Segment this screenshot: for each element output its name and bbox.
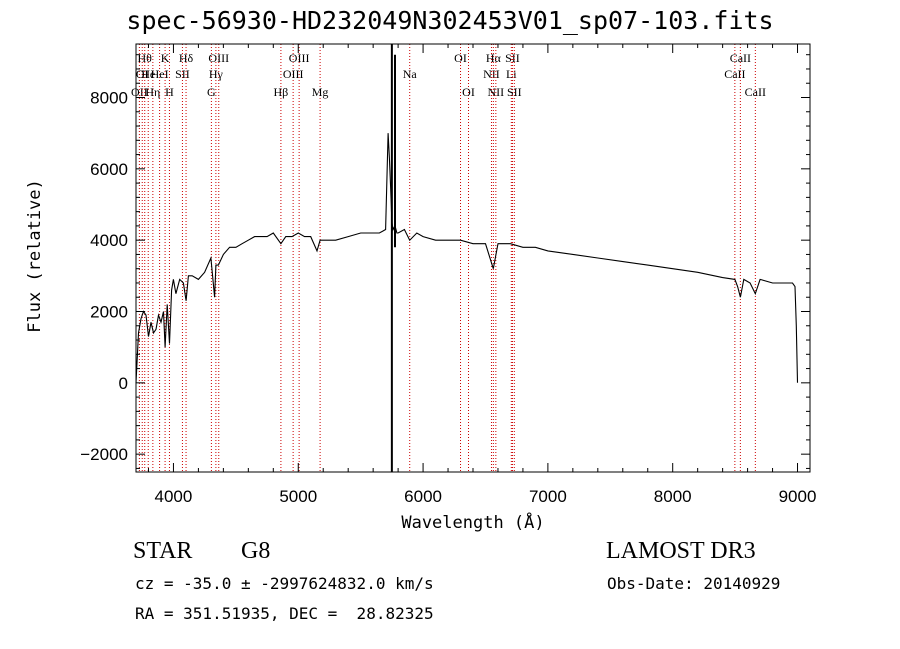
marker-label: SII xyxy=(175,67,190,81)
marker-label: Li xyxy=(506,67,517,81)
marker-label: Hη xyxy=(145,85,160,99)
marker-label: HeI xyxy=(151,67,169,81)
marker-label: CaII xyxy=(730,51,751,65)
y-tick-label: 4000 xyxy=(90,231,128,250)
survey-name: LAMOST DR3 xyxy=(606,538,756,564)
y-axis-label: Flux (relative) xyxy=(25,179,45,333)
x-tick-label: 6000 xyxy=(404,487,442,506)
marker-label: Na xyxy=(403,67,418,81)
marker-label: Hδ xyxy=(179,51,194,65)
marker-label: OIII xyxy=(208,51,229,65)
object-subclass: G8 xyxy=(241,538,271,564)
marker-label: Hγ xyxy=(209,67,224,81)
marker-label: SII xyxy=(507,85,522,99)
y-axis-ticks: −2000 0 2000 4000 6000 8000 xyxy=(80,54,810,469)
marker-label: OIII xyxy=(283,67,304,81)
marker-label: Hβ xyxy=(274,85,289,99)
marker-label: He xyxy=(141,67,155,81)
x-tick-label: 7000 xyxy=(529,487,567,506)
y-tick-label: 0 xyxy=(119,374,128,393)
obs-date: Obs-Date: 20140929 xyxy=(607,574,781,593)
marker-label: OI xyxy=(454,51,467,65)
x-tick-label: 8000 xyxy=(654,487,692,506)
marker-label: G xyxy=(207,85,216,99)
spectrum-series xyxy=(135,44,799,472)
marker-label: CaII xyxy=(724,67,745,81)
x-tick-label: 5000 xyxy=(279,487,317,506)
x-tick-label: 9000 xyxy=(779,487,817,506)
marker-label: Mg xyxy=(312,85,329,99)
redshift-line: cz = -35.0 ± -2997624832.0 km/s xyxy=(135,574,434,593)
object-class: STAR xyxy=(133,538,193,564)
marker-label: OI xyxy=(462,85,475,99)
spectrum-line xyxy=(135,133,799,383)
marker-label: H xyxy=(165,85,174,99)
y-tick-label: 6000 xyxy=(90,160,128,179)
marker-label: SII xyxy=(505,51,520,65)
y-tick-label: 2000 xyxy=(90,303,128,322)
marker-label: K xyxy=(161,51,170,65)
y-tick-label: −2000 xyxy=(80,445,128,464)
marker-label: OIII xyxy=(289,51,310,65)
marker-label: NII xyxy=(488,85,505,99)
x-axis-ticks: 4000 5000 6000 7000 8000 9000 xyxy=(147,44,817,506)
marker-label: NII xyxy=(483,67,500,81)
y-tick-label: 8000 xyxy=(90,89,128,108)
marker-label: Hα xyxy=(486,51,502,65)
spectral-line-markers: OIIOIHθHeHηHeIKHSIIHδGHγOIIIHβOIIIOIIIMg… xyxy=(131,44,766,472)
chart-title: spec-56930-HD232049N302453V01_sp07-103.f… xyxy=(126,6,774,35)
marker-label: OI xyxy=(136,67,149,81)
marker-label: OII xyxy=(131,85,148,99)
plot-frame xyxy=(135,43,811,473)
coordinates: RA = 351.51935, DEC = 28.82325 xyxy=(135,604,434,623)
x-tick-label: 4000 xyxy=(155,487,193,506)
x-axis-label: Wavelength (Å) xyxy=(401,511,544,533)
marker-label: CaII xyxy=(745,85,766,99)
marker-label: Hθ xyxy=(138,51,153,65)
